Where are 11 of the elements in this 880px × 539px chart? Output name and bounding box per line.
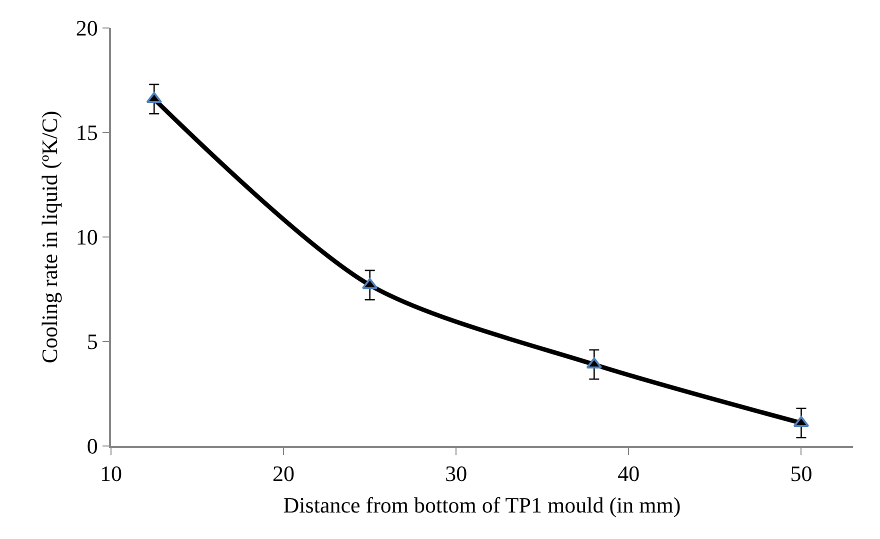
x-tick-label: 40 [618, 461, 640, 486]
y-tick-label: 5 [86, 329, 98, 354]
y-tick-label: 15 [76, 120, 98, 146]
y-tick-label: 20 [76, 16, 98, 41]
x-tick-label: 20 [272, 461, 295, 486]
x-axis-title: Distance from bottom of TP1 mould (in mm) [283, 492, 681, 518]
y-tick-label: 0 [86, 434, 98, 459]
y-tick-label: 10 [76, 224, 98, 250]
x-tick-label: 30 [445, 461, 468, 486]
x-tick-label: 50 [790, 461, 812, 486]
y-axis-title: Cooling rate in liquid (ºK/C) [37, 110, 62, 364]
